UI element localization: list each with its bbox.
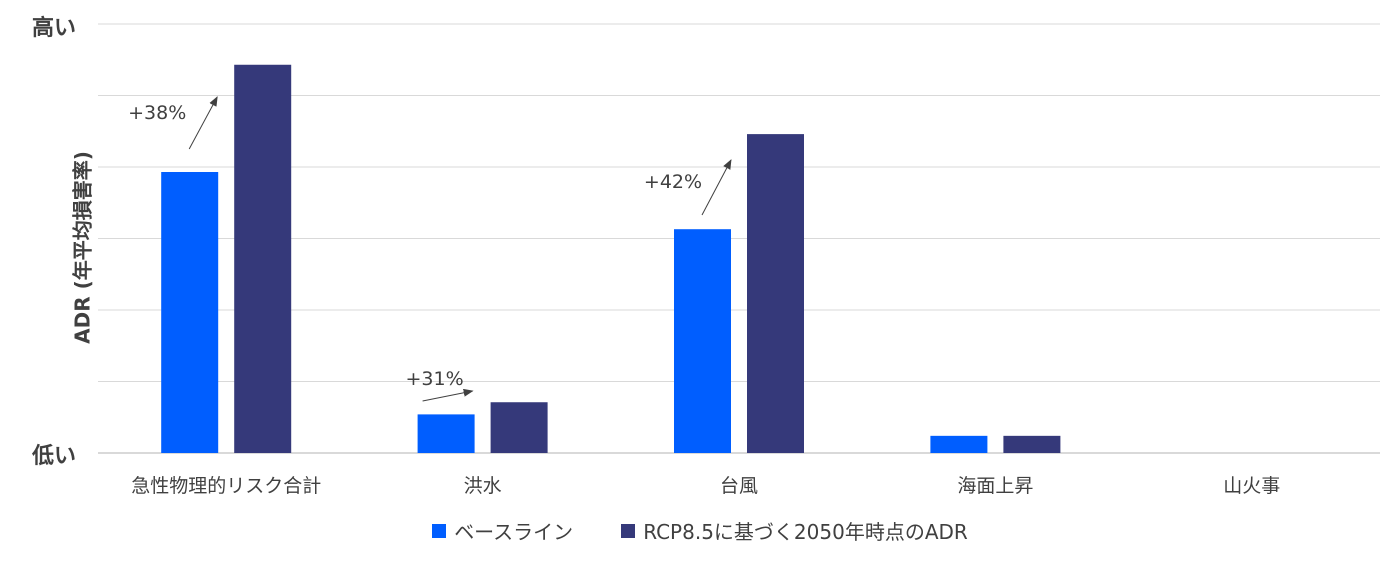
- annotation-arrow: [422, 388, 474, 402]
- x-tick-label: 急性物理的リスク合計: [131, 475, 321, 497]
- bar-rcp85: [490, 402, 548, 453]
- annotation-label: +31%: [406, 368, 464, 390]
- bar-rcp85: [747, 134, 804, 454]
- legend-swatch-baseline: [432, 523, 447, 538]
- bar-baseline: [674, 229, 731, 453]
- legend-item-baseline: ベースライン: [432, 516, 573, 545]
- bar-baseline: [930, 435, 988, 453]
- x-tick-label: 山火事: [1223, 475, 1280, 497]
- bar-baseline: [161, 172, 219, 453]
- legend-item-rcp85: RCP8.5に基づく2050年時点のADR: [621, 516, 968, 545]
- x-tick-label: 海面上昇: [957, 475, 1033, 497]
- annotation-label: +42%: [644, 171, 702, 193]
- bar-rcp85: [1003, 435, 1061, 453]
- bar-baseline: [417, 414, 475, 453]
- legend-swatch-rcp85: [621, 523, 636, 538]
- y-axis-title: ADR (年平均損害率): [70, 151, 95, 344]
- bar-rcp85: [234, 64, 292, 453]
- y-low-label: 低い: [32, 444, 77, 469]
- y-high-label: 高い: [32, 16, 77, 41]
- annotation-arrow: [701, 159, 732, 216]
- annotation-label: +38%: [128, 102, 186, 124]
- annotation-arrow: [188, 96, 218, 150]
- legend-label-rcp85: RCP8.5に基づく2050年時点のADR: [643, 520, 968, 544]
- x-tick-label: 洪水: [464, 475, 502, 497]
- x-tick-label: 台風: [720, 475, 758, 497]
- legend-label-baseline: ベースライン: [454, 520, 574, 544]
- legend: ベースライン RCP8.5に基づく2050年時点のADR: [0, 516, 1400, 545]
